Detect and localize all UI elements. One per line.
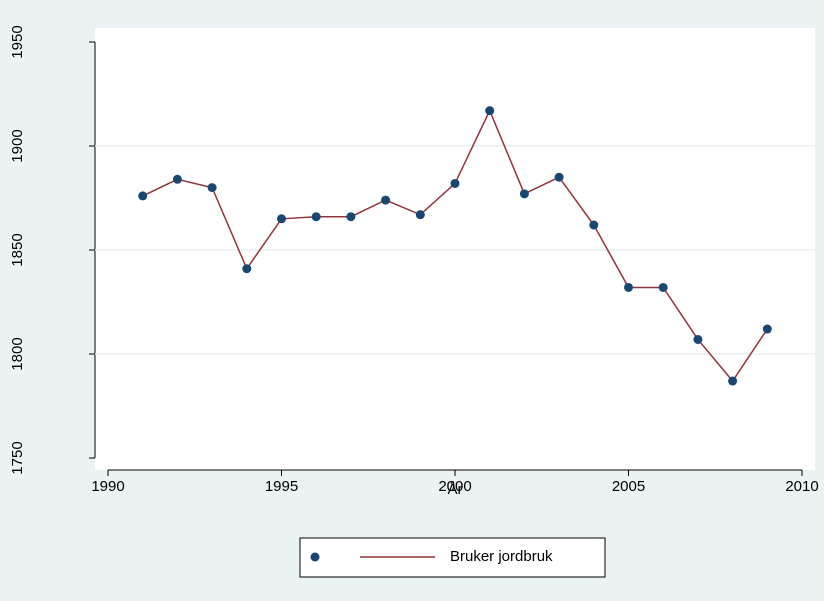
- marker: [485, 106, 495, 116]
- x-tick-label: 2005: [612, 478, 645, 495]
- legend-box: [299, 537, 606, 578]
- x-tick-label: 2010: [785, 478, 818, 495]
- y-tick-label: 1800: [9, 337, 26, 370]
- y-tick-label: 1850: [9, 233, 26, 266]
- marker: [311, 212, 321, 222]
- marker: [762, 324, 772, 334]
- y-tick-label: 1750: [9, 441, 26, 474]
- marker: [450, 178, 460, 188]
- y-tick-label: 1900: [9, 129, 26, 162]
- marker: [207, 183, 217, 193]
- legend-label: Bruker jordbruk: [450, 548, 553, 565]
- y-tick-label: 1950: [9, 25, 26, 58]
- marker: [658, 282, 668, 292]
- plot-area: [95, 28, 815, 470]
- marker: [728, 376, 738, 386]
- x-tick-label: 1995: [265, 478, 298, 495]
- marker: [519, 189, 529, 199]
- marker: [415, 210, 425, 220]
- x-axis-title: År: [448, 481, 463, 498]
- x-tick-label: 1990: [91, 478, 124, 495]
- marker: [242, 264, 252, 274]
- legend-marker: [310, 552, 320, 562]
- marker: [589, 220, 599, 230]
- marker: [554, 172, 564, 182]
- x-tick-label: 2000: [438, 478, 471, 495]
- marker: [172, 174, 182, 184]
- marker: [138, 191, 148, 201]
- marker: [624, 282, 633, 292]
- marker: [381, 195, 391, 205]
- legend: Bruker jordbruk: [299, 537, 606, 578]
- marker: [277, 214, 286, 224]
- marker: [693, 334, 703, 344]
- marker: [346, 212, 356, 222]
